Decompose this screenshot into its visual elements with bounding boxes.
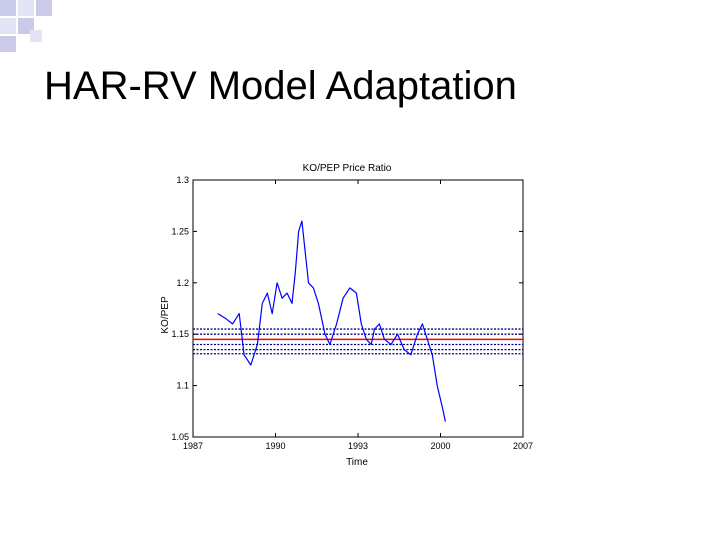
y-axis-label: KO/PEP [160, 296, 171, 334]
chart-title: KO/PEP Price Ratio [303, 163, 392, 174]
decor-square [0, 36, 16, 52]
series-line [217, 220, 446, 422]
x-tick-label: 2000 [430, 441, 450, 451]
x-tick-label: 1987 [183, 441, 203, 451]
x-tick-label: 1993 [348, 441, 368, 451]
y-tick-label: 1.1 [176, 381, 189, 391]
x-axis-label: Time [346, 457, 368, 468]
slide-title: HAR-RV Model Adaptation [44, 64, 517, 108]
y-tick-label: 1.3 [176, 175, 189, 185]
series-group [217, 220, 446, 422]
x-tick-label: 2007 [513, 441, 533, 451]
decor-square [36, 0, 52, 16]
plot-frame [192, 179, 524, 438]
decor-square [18, 0, 34, 16]
y-tick-label: 1.15 [171, 329, 189, 339]
axis-ticks: 1987 1990 1993 2000 2007 1.05 1.1 1.15 1.2 1.25 1.… [171, 175, 533, 451]
band-lines [193, 328, 523, 355]
x-tick-label: 1990 [265, 441, 285, 451]
decor-square [0, 0, 16, 16]
y-tick-label: 1.2 [176, 278, 189, 288]
decor-square [0, 18, 16, 34]
y-tick-label: 1.05 [171, 432, 189, 442]
y-tick-label: 1.25 [171, 226, 189, 236]
line-chart: KO/PEP Price Ratio Time KO/PEP 1987 1990 1… [160, 163, 533, 468]
decor-square [30, 30, 42, 42]
